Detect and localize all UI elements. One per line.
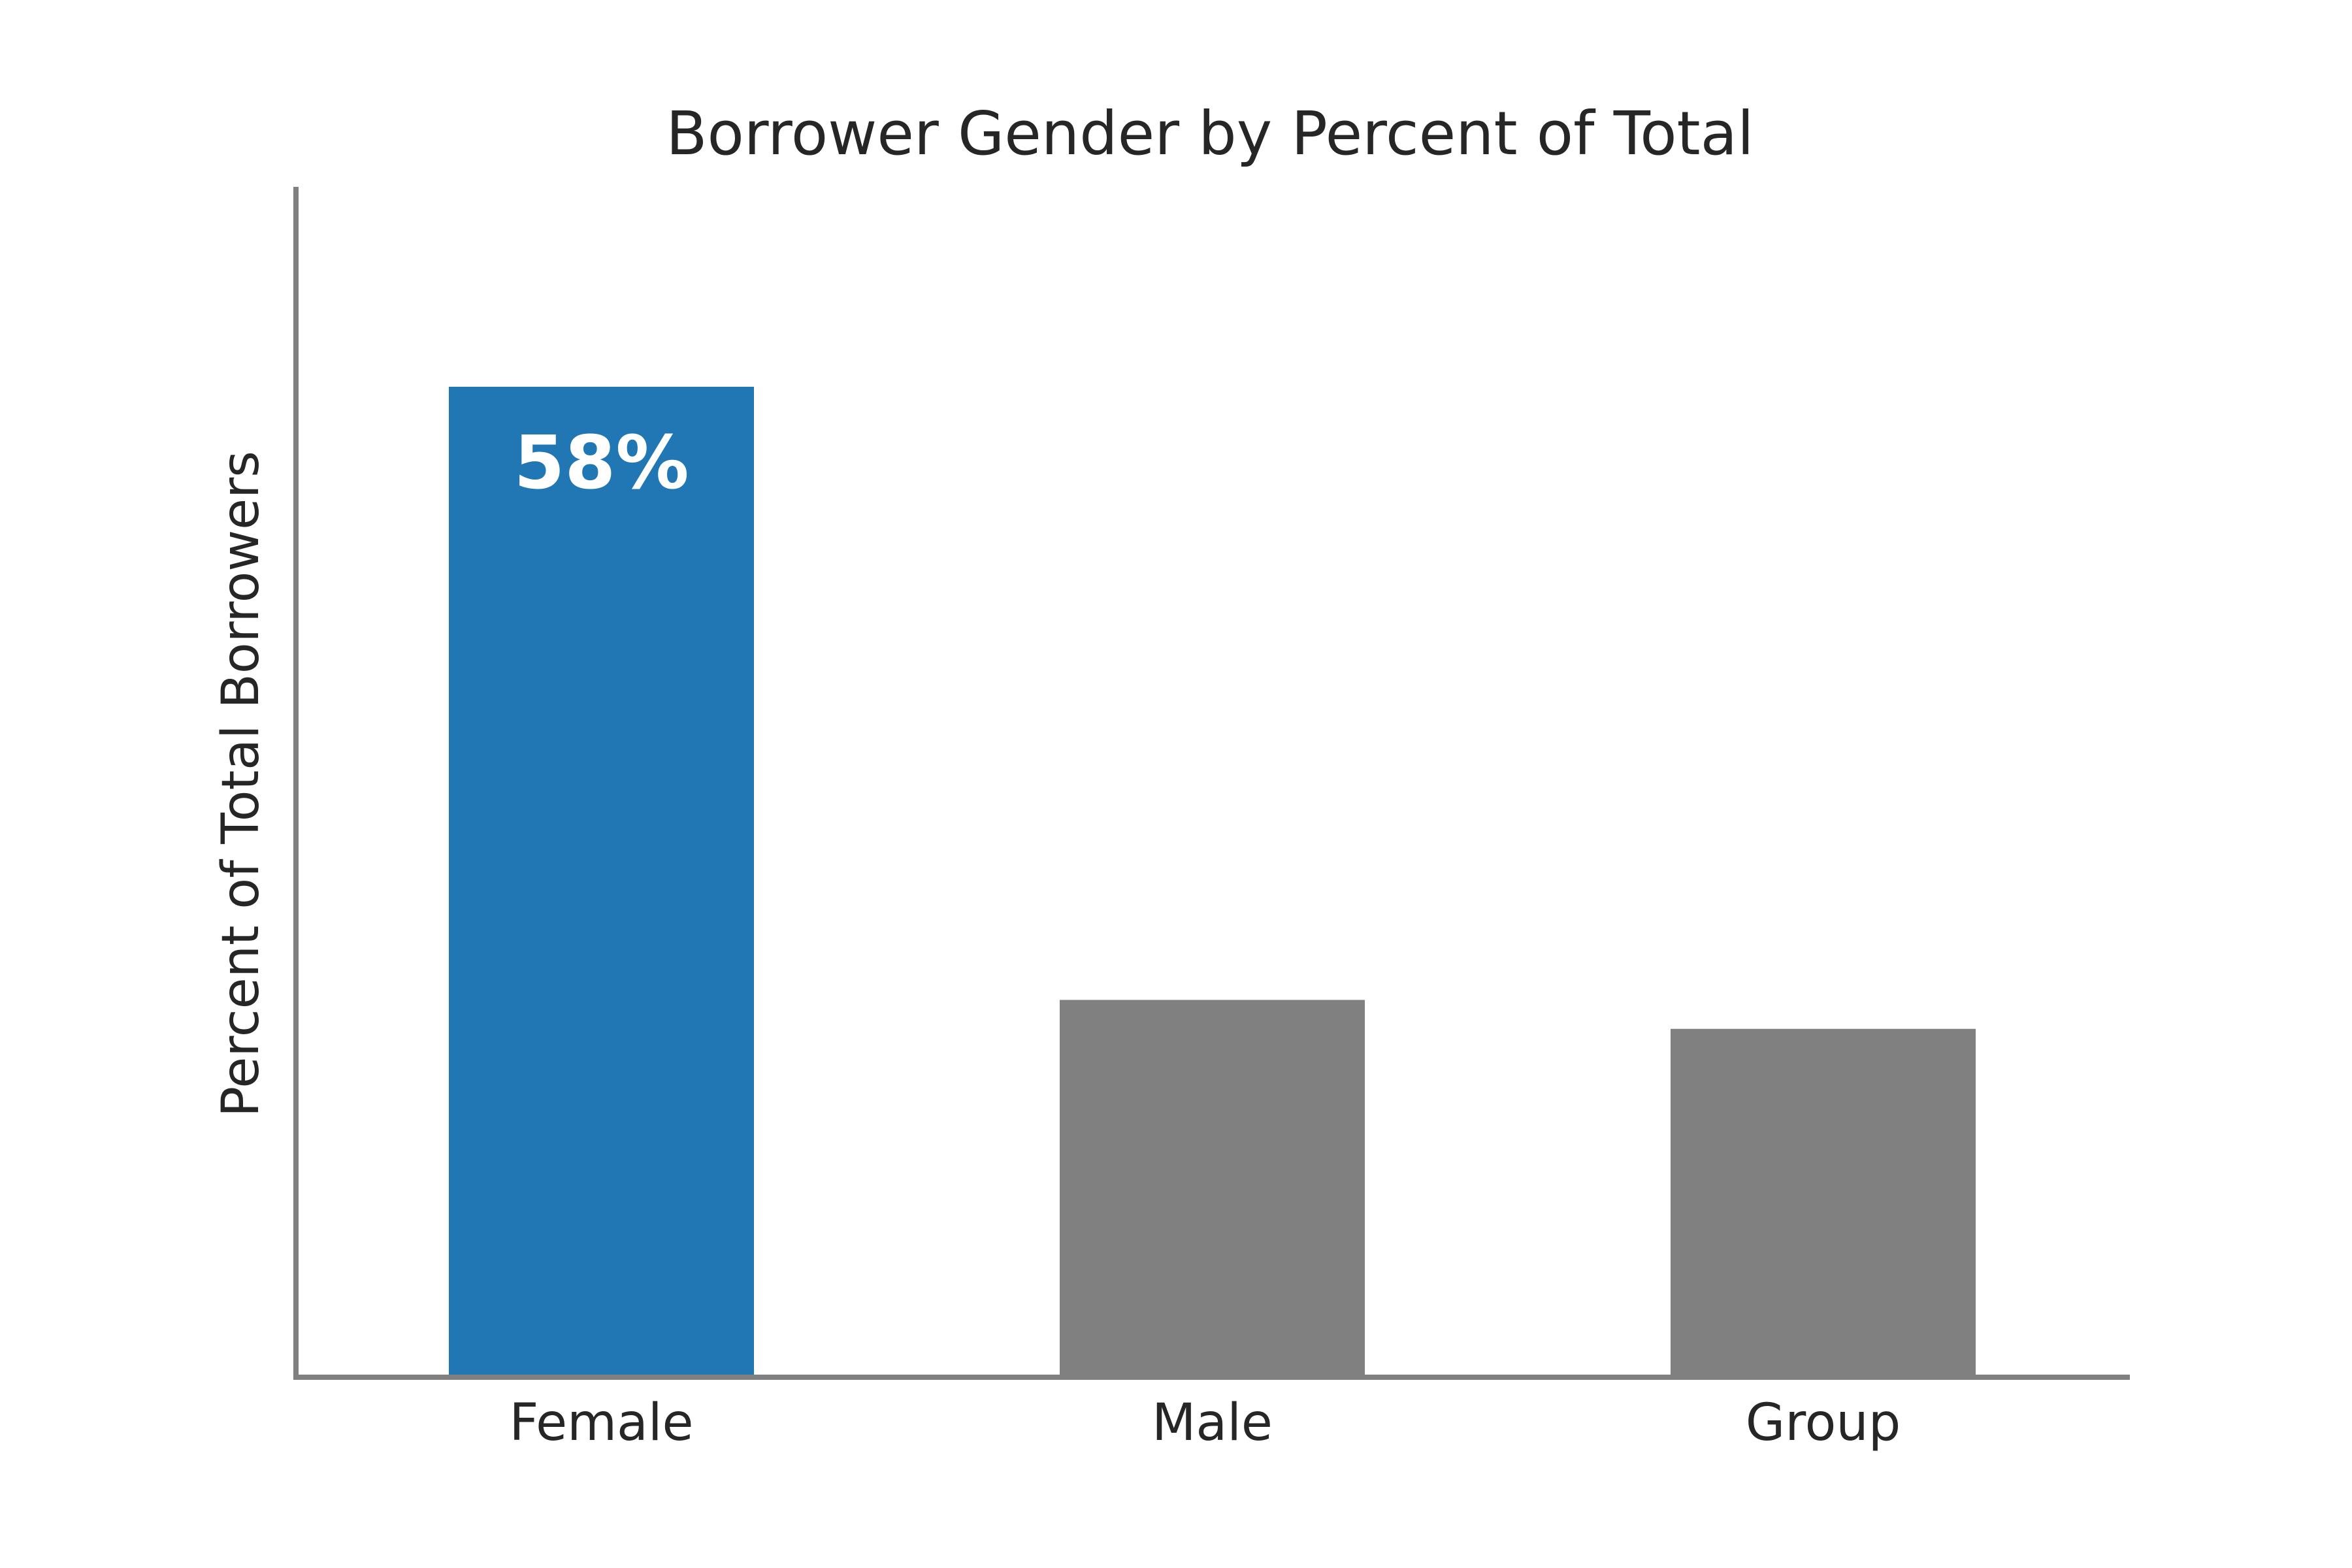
bar-male: [1060, 1000, 1365, 1375]
x-tick-label-group: Group: [1746, 1394, 1901, 1452]
x-tick-labels: Female Male Group: [509, 1394, 1901, 1452]
chart-title: Borrower Gender by Percent of Total: [666, 99, 1754, 169]
data-label-female: 58%: [514, 421, 689, 506]
x-tick-label-female: Female: [509, 1394, 693, 1452]
y-axis-label: Percent of Total Borrowers: [212, 451, 270, 1117]
bar-female: [449, 387, 754, 1375]
data-labels: 58%: [514, 421, 689, 506]
bar-group: [1671, 1028, 1976, 1375]
bars-group: [449, 387, 1976, 1375]
x-tick-label-male: Male: [1152, 1394, 1273, 1452]
